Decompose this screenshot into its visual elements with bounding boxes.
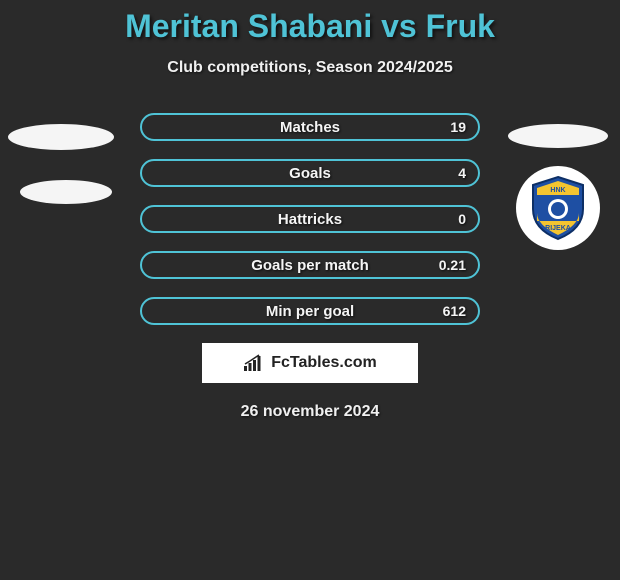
- shield-icon: HNK RIJEKA: [528, 175, 588, 241]
- stat-label: Matches: [280, 119, 340, 136]
- stat-row: Matches 19: [140, 113, 480, 141]
- date-text: 26 november 2024: [0, 403, 620, 421]
- right-placeholders: HNK RIJEKA: [508, 124, 608, 250]
- badge-bottom-text: RIJEKA: [545, 225, 571, 232]
- subtitle: Club competitions, Season 2024/2025: [0, 59, 620, 77]
- page-title: Meritan Shabani vs Fruk: [0, 8, 620, 45]
- stat-row: Goals per match 0.21: [140, 251, 480, 279]
- badge-top-text: HNK: [550, 187, 565, 194]
- stat-label: Min per goal: [266, 303, 354, 320]
- stats-list: Matches 19 Goals 4 Hattricks 0 Goals per…: [140, 113, 480, 325]
- placeholder-ellipse: [508, 124, 608, 148]
- infographic: Meritan Shabani vs Fruk Club competition…: [0, 0, 620, 580]
- stat-row: Hattricks 0: [140, 205, 480, 233]
- stat-label: Goals: [289, 165, 331, 182]
- stat-value: 0.21: [439, 257, 466, 273]
- brand-text: FcTables.com: [271, 354, 377, 372]
- stat-label: Hattricks: [278, 211, 342, 228]
- stat-row: Min per goal 612: [140, 297, 480, 325]
- bar-chart-icon: [243, 354, 265, 372]
- stat-value: 0: [458, 211, 466, 227]
- placeholder-ellipse: [8, 124, 114, 150]
- left-placeholders: [8, 124, 114, 204]
- stat-label: Goals per match: [251, 257, 369, 274]
- club-badge: HNK RIJEKA: [516, 166, 600, 250]
- stat-value: 19: [450, 119, 466, 135]
- brand-box: FcTables.com: [202, 343, 418, 383]
- stat-value: 612: [443, 303, 466, 319]
- stat-value: 4: [458, 165, 466, 181]
- stat-row: Goals 4: [140, 159, 480, 187]
- placeholder-ellipse: [20, 180, 112, 204]
